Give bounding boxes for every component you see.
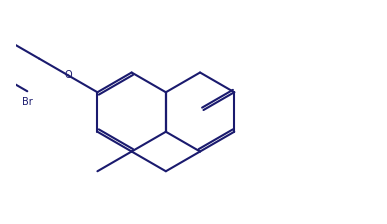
Text: Br: Br: [22, 97, 33, 107]
Text: O: O: [65, 71, 72, 80]
